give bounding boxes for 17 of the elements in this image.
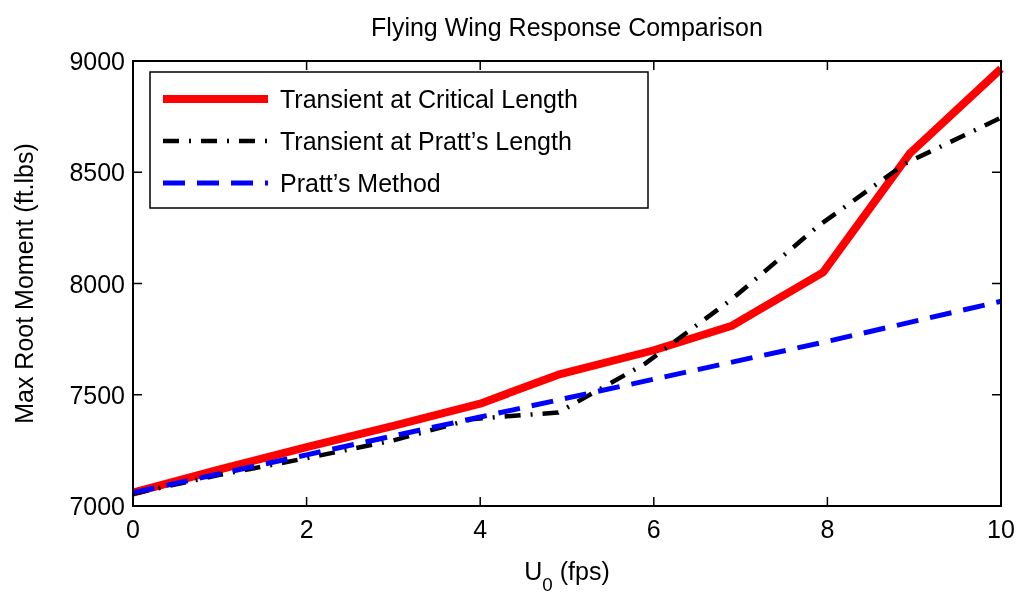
y-tick-label: 8500 <box>69 158 125 187</box>
y-tick-label: 7500 <box>69 380 125 409</box>
chart-title: Flying Wing Response Comparison <box>371 13 763 41</box>
x-tick-label: 4 <box>473 515 488 543</box>
x-tick-label: 8 <box>820 515 835 543</box>
x-tick-label: 0 <box>126 515 140 543</box>
y-tick-label: 7000 <box>69 492 125 520</box>
y-tick-label: 9000 <box>69 47 125 75</box>
x-tick-label: 10 <box>987 515 1015 543</box>
legend-label: Transient at Critical Length <box>280 85 578 113</box>
y-axis-title: Max Root Moment (ft.lbs) <box>10 143 38 424</box>
x-tick-label: 2 <box>299 515 314 543</box>
x-tick-label: 6 <box>646 515 661 543</box>
legend-label: Transient at Pratt’s Length <box>280 127 572 155</box>
x-axis-title: U$_{0}$ (fps) <box>524 557 610 595</box>
y-tick-label: 8000 <box>69 269 125 298</box>
legend-label: Pratt’s Method <box>280 169 441 197</box>
